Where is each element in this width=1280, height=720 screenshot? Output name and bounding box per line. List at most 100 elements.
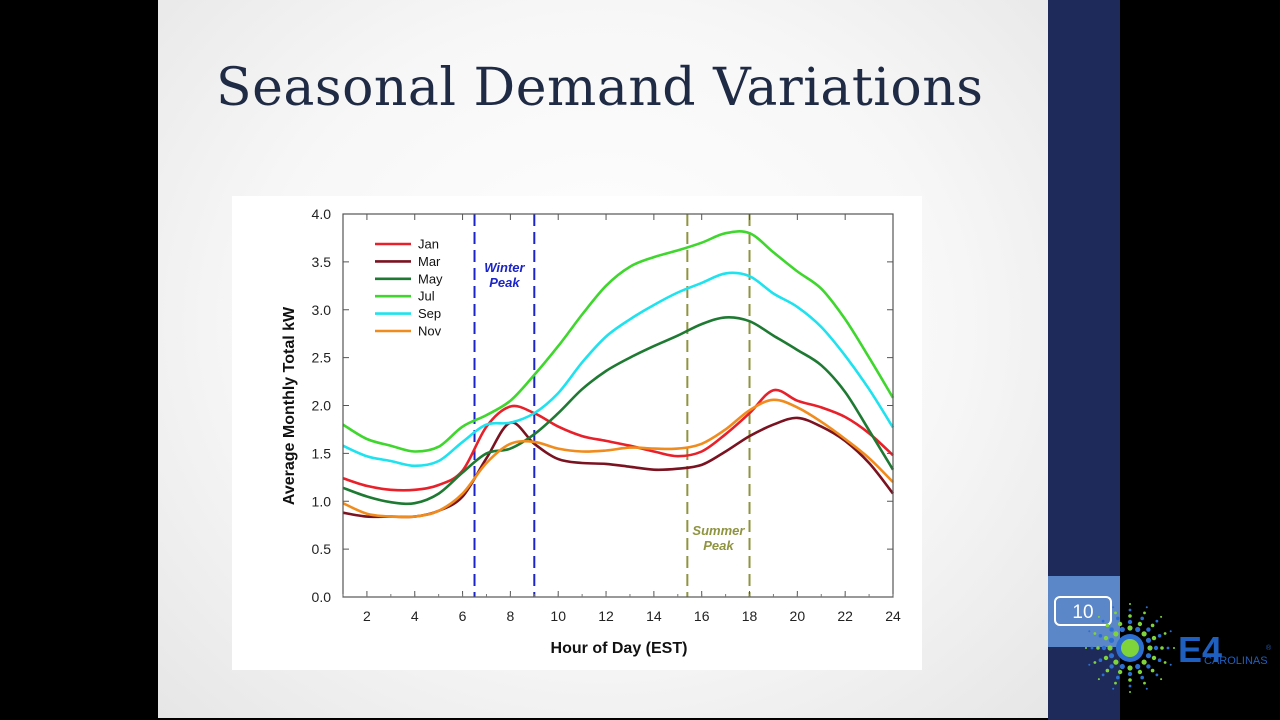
sunburst-dot (1160, 646, 1164, 650)
legend-label-sep: Sep (418, 306, 441, 321)
sunburst-dot (1101, 619, 1105, 623)
sunburst-dot (1117, 669, 1123, 675)
x-axis-title: Hour of Day (EST) (551, 640, 688, 657)
sunburst-dot (1153, 645, 1159, 651)
sunburst-dot (1085, 647, 1087, 649)
x-tick-label: 24 (885, 608, 901, 624)
logo-subtext: CAROLINAS (1204, 655, 1268, 667)
sunburst-dot (1150, 623, 1155, 628)
sunburst-dot (1097, 615, 1100, 618)
sunburst-dot (1140, 675, 1144, 680)
sunburst-dot (1112, 687, 1115, 690)
sunburst-dot (1145, 653, 1152, 659)
sunburst-dot (1141, 631, 1147, 637)
sunburst-dot (1166, 646, 1170, 650)
sunburst-dot (1128, 614, 1132, 618)
x-tick-label: 12 (598, 608, 614, 624)
sunburst-dot (1160, 615, 1163, 618)
x-tick-label: 16 (694, 608, 710, 624)
legend-label-jul: Jul (418, 289, 435, 304)
sunburst-dot (1093, 661, 1097, 664)
summer-peak-label: Summer (692, 523, 745, 538)
legend-label-mar: Mar (418, 254, 441, 269)
sunburst-dot (1113, 659, 1119, 665)
winter-peak-label: Winter (484, 260, 525, 275)
sunburst-center (1121, 639, 1139, 657)
sunburst-dot (1137, 669, 1143, 675)
sunburst-dot (1160, 678, 1163, 681)
sunburst-dot (1147, 645, 1153, 651)
series-line-nov (342, 398, 894, 519)
sunburst-dot (1145, 637, 1152, 643)
sunburst-dot (1141, 659, 1147, 665)
y-tick-label: 2.0 (312, 398, 332, 414)
x-tick-label: 22 (837, 608, 853, 624)
sunburst-dot (1088, 663, 1091, 666)
y-tick-label: 0.5 (312, 541, 332, 557)
sunburst-dot (1107, 645, 1113, 651)
sunburst-dot (1105, 668, 1110, 673)
sunburst-dot (1127, 619, 1133, 625)
sunburst-dot (1096, 646, 1100, 650)
y-tick-label: 0.0 (312, 589, 332, 605)
sunburst-dot (1097, 678, 1100, 681)
legend-label-jan: Jan (418, 237, 439, 252)
sunburst-dot (1145, 687, 1148, 690)
x-tick-label: 10 (550, 608, 566, 624)
logo-registered-mark: ® (1266, 644, 1272, 652)
sunburst-dot (1146, 627, 1151, 632)
series-line-jan (342, 388, 894, 492)
page-number: 10 (1054, 596, 1112, 626)
sunburst-dot (1145, 606, 1148, 609)
sunburst-dot (1098, 634, 1103, 638)
sunburst-dot (1109, 664, 1114, 669)
sunburst-dot (1119, 626, 1125, 633)
sunburst-dot (1169, 663, 1172, 666)
series-line-sep (342, 271, 895, 468)
sunburst-dot (1090, 646, 1094, 650)
sunburst-dot (1114, 681, 1117, 685)
x-tick-label: 14 (646, 608, 662, 624)
slide-title: Seasonal Demand Variations (216, 58, 984, 118)
x-tick-label: 6 (459, 608, 467, 624)
sunburst-dot (1163, 661, 1167, 664)
sunburst-dot (1105, 623, 1110, 628)
sunburst-dot (1128, 684, 1132, 688)
sunburst-dot (1157, 658, 1162, 662)
x-tick-label: 20 (790, 608, 806, 624)
x-tick-label: 8 (506, 608, 514, 624)
series-line-jul (342, 230, 895, 453)
winter-peak-label: Peak (489, 275, 520, 290)
sunburst-dot (1140, 616, 1144, 621)
sunburst-dot (1135, 626, 1141, 633)
sidebar-accent (1048, 0, 1120, 576)
sunburst-icon (1085, 603, 1175, 693)
y-axis-title: Average Monthly Total kW (281, 306, 298, 505)
sunburst-dot (1151, 635, 1157, 641)
page-number-box: 10 (1048, 576, 1120, 647)
sunburst-dot (1127, 665, 1133, 671)
sunburst-dot (1114, 611, 1117, 615)
logo-text: E4 (1178, 629, 1222, 670)
sunburst-dot (1173, 647, 1175, 649)
chart-background (232, 196, 922, 670)
sunburst-dot (1128, 608, 1132, 612)
sunburst-dot (1108, 653, 1115, 659)
sunburst-dot (1137, 621, 1143, 627)
sunburst-dot (1157, 634, 1162, 638)
y-tick-label: 3.0 (312, 302, 332, 318)
sunburst-dot (1135, 663, 1141, 670)
x-tick-label: 2 (363, 608, 371, 624)
sunburst-dot (1117, 621, 1123, 627)
sunburst-dot (1143, 611, 1146, 615)
sunburst-dot (1127, 671, 1133, 677)
e4-carolinas-logo: E4 CAROLINAS ® (1085, 603, 1272, 693)
sunburst-dot (1150, 668, 1155, 673)
sunburst-dot (1119, 663, 1125, 670)
legend-label-may: May (418, 271, 443, 286)
y-tick-label: 1.5 (312, 445, 332, 461)
sunburst-dot (1101, 673, 1105, 677)
sunburst-dot (1155, 673, 1159, 677)
sunburst-dot (1143, 681, 1146, 685)
